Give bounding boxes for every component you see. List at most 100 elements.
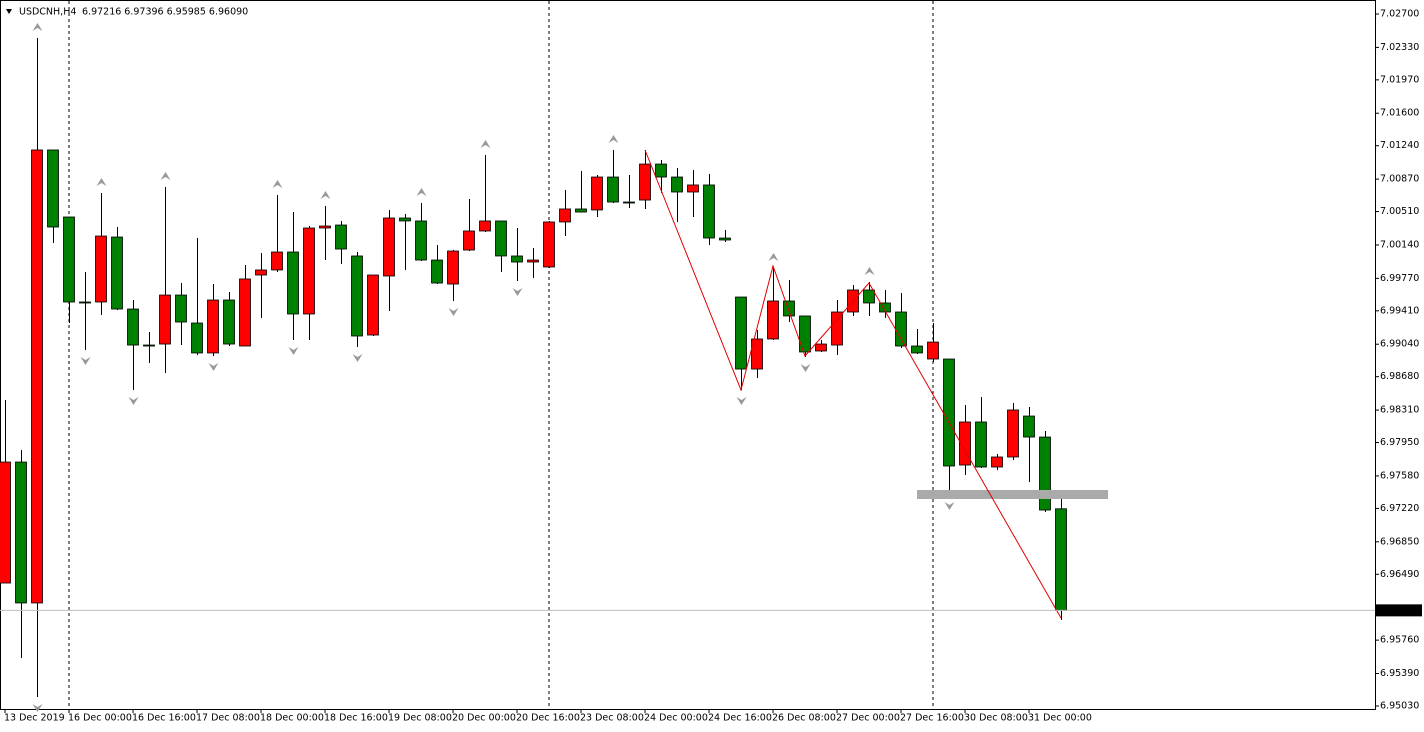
y-tick-label: 7.00510	[1380, 206, 1419, 217]
fractal-down	[288, 346, 299, 355]
candle-body	[751, 338, 763, 370]
candle-body	[511, 255, 523, 263]
fractal-down	[944, 501, 955, 510]
candle-body	[623, 201, 635, 204]
zigzag	[644, 149, 1062, 619]
candle-body	[63, 216, 75, 303]
candle-body	[431, 259, 443, 284]
fractal-down	[512, 287, 523, 296]
candle-body	[111, 236, 123, 310]
candle-body	[207, 299, 219, 354]
candle-body	[335, 224, 347, 250]
candle-body	[831, 311, 843, 346]
candle-body	[1007, 409, 1019, 458]
y-tick-label: 7.01970	[1380, 74, 1419, 85]
fractal-up	[416, 188, 427, 197]
fractal-down	[208, 363, 219, 372]
candle-body	[399, 217, 411, 222]
current-price-box	[1376, 604, 1422, 617]
candle-body	[479, 220, 491, 232]
y-tick-label: 6.96490	[1380, 569, 1419, 580]
candle-body	[191, 322, 203, 354]
fractal-down	[800, 364, 811, 373]
candle-body	[463, 230, 475, 251]
candle-body	[1055, 508, 1067, 611]
candle-body	[687, 184, 699, 193]
fractal-up	[96, 177, 107, 186]
fractal-up	[160, 172, 171, 181]
candle-body	[719, 237, 731, 241]
candle-body	[271, 251, 283, 271]
x-tick-label: 18 Dec 00:00	[260, 713, 324, 724]
y-tick-label: 7.01240	[1380, 140, 1419, 151]
candle-body	[495, 220, 507, 257]
candle-body	[159, 294, 171, 345]
candle-body	[31, 149, 43, 604]
candle-body	[239, 278, 251, 347]
candle-body	[255, 269, 267, 276]
candle-body	[863, 289, 875, 304]
candle-body	[95, 235, 107, 303]
x-tick-label: 20 Dec 16:00	[516, 713, 580, 724]
y-tick-label: 6.99770	[1380, 273, 1419, 284]
x-tick-label: 16 Dec 16:00	[132, 713, 196, 724]
candle-body	[223, 299, 235, 345]
candle-body	[127, 308, 139, 346]
plot-frame	[0, 0, 1376, 710]
candle-body	[383, 217, 395, 277]
candle-body	[975, 421, 987, 468]
x-tick-label: 31 Dec 00:00	[1028, 713, 1092, 724]
candle-body	[991, 456, 1003, 468]
fractal-down	[80, 356, 91, 365]
candle-body	[415, 220, 427, 261]
y-tick-label: 6.99040	[1380, 339, 1419, 350]
x-tick-label: 19 Dec 08:00	[388, 713, 452, 724]
x-tick-label: 26 Dec 08:00	[772, 713, 836, 724]
candle-body	[1039, 436, 1051, 511]
x-tick-label: 27 Dec 00:00	[836, 713, 900, 724]
x-tick-label: 20 Dec 00:00	[452, 713, 516, 724]
candle-body	[927, 341, 939, 360]
candle-body	[367, 274, 379, 336]
fractal-down	[352, 354, 363, 363]
candle-body	[47, 149, 59, 228]
menu-triangle	[6, 9, 12, 14]
candle-body	[527, 259, 539, 263]
candle-body	[959, 421, 971, 466]
x-tick-label: 18 Dec 16:00	[324, 713, 388, 724]
y-tick-label: 6.96850	[1380, 536, 1419, 547]
y-tick-label: 7.01600	[1380, 108, 1419, 119]
candle-body	[79, 301, 91, 304]
candle-body	[671, 176, 683, 193]
candle-body	[143, 344, 155, 347]
y-tick-label: 6.95030	[1380, 701, 1419, 712]
x-tick-label: 17 Dec 08:00	[196, 713, 260, 724]
y-tick-label: 6.98310	[1380, 405, 1419, 416]
x-tick-label: 24 Dec 00:00	[644, 713, 708, 724]
support-zone	[917, 490, 1108, 499]
fractal-down	[736, 397, 747, 406]
candle-body	[767, 300, 779, 340]
fractal-up	[768, 252, 779, 261]
candle-body	[783, 300, 795, 317]
candle-body	[447, 250, 459, 285]
candle-body	[287, 251, 299, 315]
candle-body	[575, 208, 587, 213]
candle-body	[655, 163, 667, 178]
candle-body	[319, 225, 331, 229]
y-tick-label: 7.00140	[1380, 239, 1419, 250]
candle-body	[703, 184, 715, 239]
x-tick-label: 16 Dec 00:00	[68, 713, 132, 724]
quote: 6.97216 6.97396 6.95985 6.96090	[82, 7, 248, 18]
current-price-label: 6.96090	[1379, 605, 1418, 616]
x-tick-label: 23 Dec 08:00	[580, 713, 644, 724]
candle-body	[303, 227, 315, 315]
candle-body	[607, 176, 619, 203]
candle-body	[879, 302, 891, 313]
y-tick-label: 7.00870	[1380, 174, 1419, 185]
y-tick-label: 7.02700	[1380, 9, 1419, 20]
y-tick-label: 6.97950	[1380, 437, 1419, 448]
candle-body	[351, 255, 363, 337]
candle-body	[0, 461, 11, 584]
y-tick-label: 6.98680	[1380, 371, 1419, 382]
